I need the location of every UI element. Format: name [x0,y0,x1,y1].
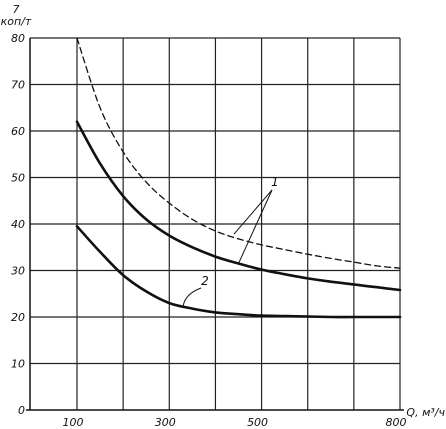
y-tick-label: 30 [11,265,25,278]
curve-annotations: 12 [182,175,279,307]
annotation-leader-1b [238,189,273,264]
y-tick-label: 0 [18,404,25,417]
y-axis-label: коп/т [1,15,32,28]
annotation-leader-1a [233,189,273,235]
x-tick-label: 500 [247,416,268,429]
y-tick-label: 50 [11,172,25,185]
y-tick-label: 60 [11,125,25,138]
annotation-label-2: 2 [201,274,209,288]
series-0-dashed-curve [76,37,401,269]
y-tick-label: 80 [11,32,25,45]
x-tick-label: 100 [63,416,84,429]
annotation-label-1: 1 [271,175,279,189]
annotation-leader-2 [182,287,202,307]
y-tick-label: 20 [11,311,25,324]
y-axis-label: 7 [13,3,20,16]
series-2-solid-curve [75,225,402,319]
tick-labels: 0 10 20 30 40 50 60 70 80 100 300 500 800 [11,32,407,429]
y-tick-label: 10 [11,358,25,371]
x-tick-label: 300 [155,416,176,429]
y-tick-label: 40 [11,218,25,231]
y-tick-label: 70 [11,79,25,92]
grid-lines [30,37,401,410]
series-1-solid-curve [75,120,402,292]
x-axis-label: Q, м³/ч [406,406,445,419]
axes [26,38,404,411]
x-tick-label: 800 [386,416,407,429]
